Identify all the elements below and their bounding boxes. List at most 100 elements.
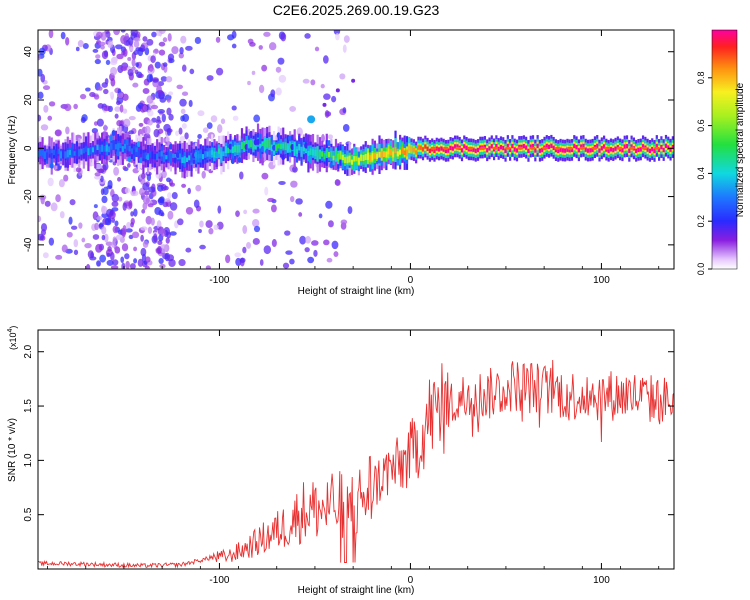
spectrogram-point — [180, 108, 186, 115]
spectrogram-point — [75, 46, 80, 52]
spectrogram-y-axis: -40 -20 0 20 40 — [23, 46, 674, 252]
spectrogram-band-cell — [499, 145, 503, 150]
spectrogram-point — [175, 152, 180, 159]
spectrogram-point — [144, 265, 150, 269]
spectrogram-band-cell — [268, 139, 271, 148]
spectrogram-peak — [442, 146, 449, 150]
spectrogram-point — [164, 198, 171, 203]
spectrogram-point — [43, 104, 49, 113]
spectrogram-band-cell — [211, 150, 214, 155]
spectrogram-point — [146, 95, 154, 104]
spectrogram-point — [231, 43, 237, 49]
spectrogram-point — [82, 43, 89, 50]
spectrogram-point — [150, 217, 155, 226]
spectrogram-point — [73, 103, 78, 110]
spectrogram-point — [148, 63, 154, 72]
spectrogram-point — [180, 35, 187, 44]
spectrogram-point — [205, 220, 213, 228]
spectrogram-point — [141, 209, 146, 214]
spectrogram-point — [181, 64, 187, 72]
snr-y-tick-label: 1.0 — [23, 453, 34, 467]
colorbar-tick-label: 0.0 — [696, 263, 706, 276]
spectrogram-band-cell — [112, 141, 115, 149]
spectrogram-point — [184, 132, 189, 140]
spectrogram-point — [377, 157, 382, 164]
spectrogram-band-cell — [561, 148, 564, 153]
spectrogram-point — [133, 37, 141, 42]
spectrogram-point — [185, 45, 193, 51]
spectrogram-point — [49, 162, 54, 169]
spectrogram-point — [281, 154, 286, 161]
spectrogram-point — [146, 154, 151, 161]
spectrogram-band-cell — [403, 150, 406, 156]
spectrogram-point — [206, 122, 213, 130]
snr-panel: -100 0 100 0.5 1.0 1.5 2.0 Height of straight… — [7, 326, 675, 596]
spectrogram-band-cell — [545, 143, 548, 149]
spectrogram-point — [47, 115, 53, 121]
spectrogram-point — [110, 78, 116, 87]
spectrogram-band-cell — [73, 151, 76, 156]
spectrogram-band-cell — [327, 151, 331, 158]
spectrogram-point — [339, 73, 346, 80]
spectrogram-band-cell — [405, 149, 409, 157]
spectrogram-band-cell — [208, 150, 211, 157]
spectrogram-point — [167, 33, 172, 42]
spectrogram-point — [185, 206, 194, 215]
spectrogram-band-cell — [156, 153, 159, 161]
spectrogram-point — [133, 40, 140, 48]
spectrogram-band-cell — [460, 148, 464, 153]
spectrogram-y-tick-label: 40 — [23, 46, 34, 58]
spectrogram-point — [79, 93, 87, 100]
spectrogram-point — [239, 171, 244, 180]
spectrogram-point — [179, 98, 187, 107]
spectrogram-point — [66, 231, 73, 238]
spectrogram-band-cell — [302, 145, 305, 152]
spectrogram-band-cell — [360, 154, 363, 161]
spectrogram-point — [220, 118, 226, 125]
spectrogram-point — [154, 61, 161, 69]
spectrogram-point — [252, 237, 260, 245]
spectrogram-band-cell — [465, 145, 468, 151]
spectrogram-band-cell — [284, 142, 287, 151]
spectrogram-band-cell — [87, 148, 90, 156]
spectrogram-band-cell — [279, 143, 283, 150]
spectrogram-point — [115, 44, 123, 50]
snr-y-axis: 0.5 1.0 1.5 2.0 — [23, 344, 674, 522]
spectrogram-band-cell — [231, 146, 234, 154]
spectrogram-band-cell — [637, 147, 640, 153]
spectrogram-band-cell — [94, 146, 97, 154]
spectrogram-band-cell — [357, 157, 360, 165]
spectrogram-point — [64, 103, 72, 112]
spectrogram-peak — [554, 146, 561, 150]
spectrogram-point — [168, 113, 174, 121]
spectrogram-point — [48, 30, 54, 39]
spectrogram-point — [252, 218, 260, 228]
spectrogram-point — [340, 219, 348, 225]
spectrogram-point — [125, 139, 130, 146]
spectrogram-band-cell — [382, 151, 386, 158]
spectrogram-point — [179, 46, 184, 55]
spectrogram-point — [104, 78, 109, 85]
spectrogram-band-cell — [428, 148, 432, 154]
spectrogram-band-cell — [46, 152, 49, 161]
spectrogram-band-cell — [68, 149, 72, 155]
spectrogram-point — [335, 33, 340, 41]
spectrogram-frame — [37, 29, 675, 270]
spectrogram-band-cell — [344, 157, 347, 164]
spectrogram-band-cell — [538, 148, 542, 153]
spectrogram-point — [347, 206, 353, 215]
spectrogram-band-cell — [566, 147, 569, 152]
spectrogram-point — [87, 250, 94, 259]
spectrogram-band-cell — [399, 149, 402, 155]
spectrogram-band-cell — [101, 144, 104, 152]
spectrogram-point — [351, 78, 356, 83]
spectrogram-point — [199, 244, 206, 250]
spectrogram-band-cell — [277, 143, 280, 149]
spectrogram-band-cell — [506, 143, 509, 149]
spectrogram-point — [111, 201, 119, 207]
spectrogram-point — [230, 158, 235, 165]
spectrogram-point — [99, 254, 107, 263]
spectrogram-band-cell — [591, 147, 594, 152]
spectrogram-point — [142, 105, 148, 112]
spectrogram-band-cell — [369, 154, 372, 163]
